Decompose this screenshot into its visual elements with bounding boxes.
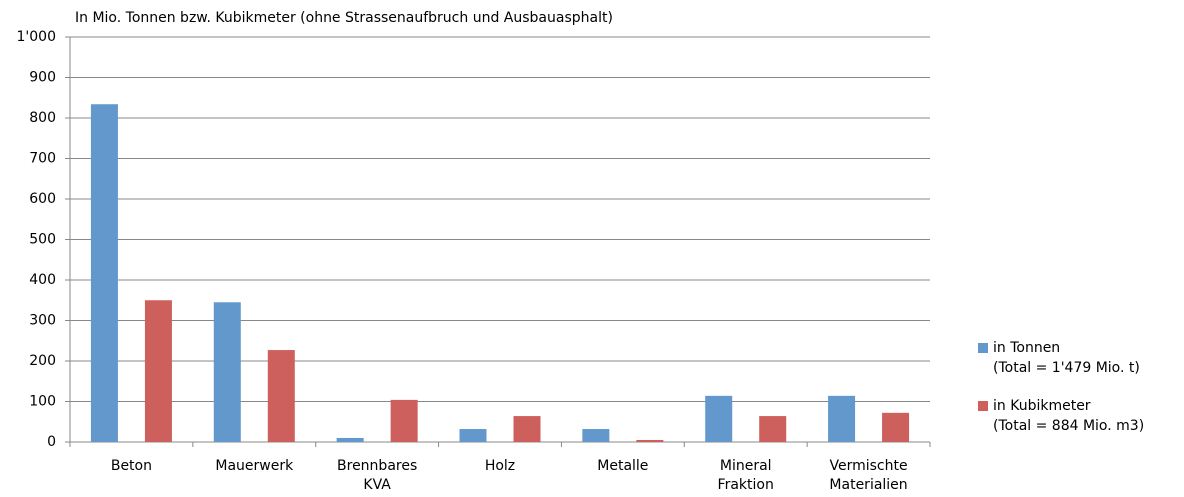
bar (144, 300, 172, 442)
y-tick-label: 300 (29, 313, 56, 329)
bar (390, 399, 418, 442)
x-tick-label: Beton (110, 458, 152, 474)
x-tick-label: Brennbares KVA (337, 458, 418, 493)
y-tick-label: 0 (47, 434, 56, 450)
x-tick-label: Mineral Fraktion (717, 458, 774, 493)
y-tick-label: 100 (29, 394, 56, 410)
x-tick-label: Metalle (597, 458, 649, 474)
bar (882, 412, 910, 442)
legend-note: (Total = 884 Mio. m3) (993, 418, 1144, 434)
y-tick-label: 700 (29, 151, 56, 167)
y-tick-label: 1'000 (17, 29, 56, 45)
bar (705, 395, 733, 442)
x-tick-label: Mauerwerk (215, 458, 294, 474)
legend-note: (Total = 1'479 Mio. t) (993, 360, 1140, 376)
y-tick-label: 800 (29, 110, 56, 126)
legend-swatch (978, 343, 988, 353)
bar (90, 104, 118, 442)
legend-label: in Kubikmeter (993, 398, 1091, 414)
y-tick-label: 400 (29, 272, 56, 288)
y-tick-label: 200 (29, 353, 56, 369)
bar (267, 350, 295, 442)
bar (459, 429, 487, 442)
legend-swatch (978, 401, 988, 411)
x-tick-label: Holz (484, 458, 516, 474)
chart-title: In Mio. Tonnen bzw. Kubikmeter (ohne Str… (75, 10, 613, 26)
legend-label: in Tonnen (993, 340, 1060, 356)
bar (582, 429, 610, 442)
bar (759, 416, 787, 442)
y-tick-label: 900 (29, 70, 56, 86)
y-tick-label: 600 (29, 191, 56, 207)
bar (336, 437, 364, 442)
y-tick-label: 500 (29, 232, 56, 248)
x-tick-label: Vermischte Materialien (829, 458, 908, 493)
bar (636, 439, 664, 442)
bar (513, 416, 541, 442)
bar (828, 395, 856, 442)
bar (213, 302, 241, 442)
